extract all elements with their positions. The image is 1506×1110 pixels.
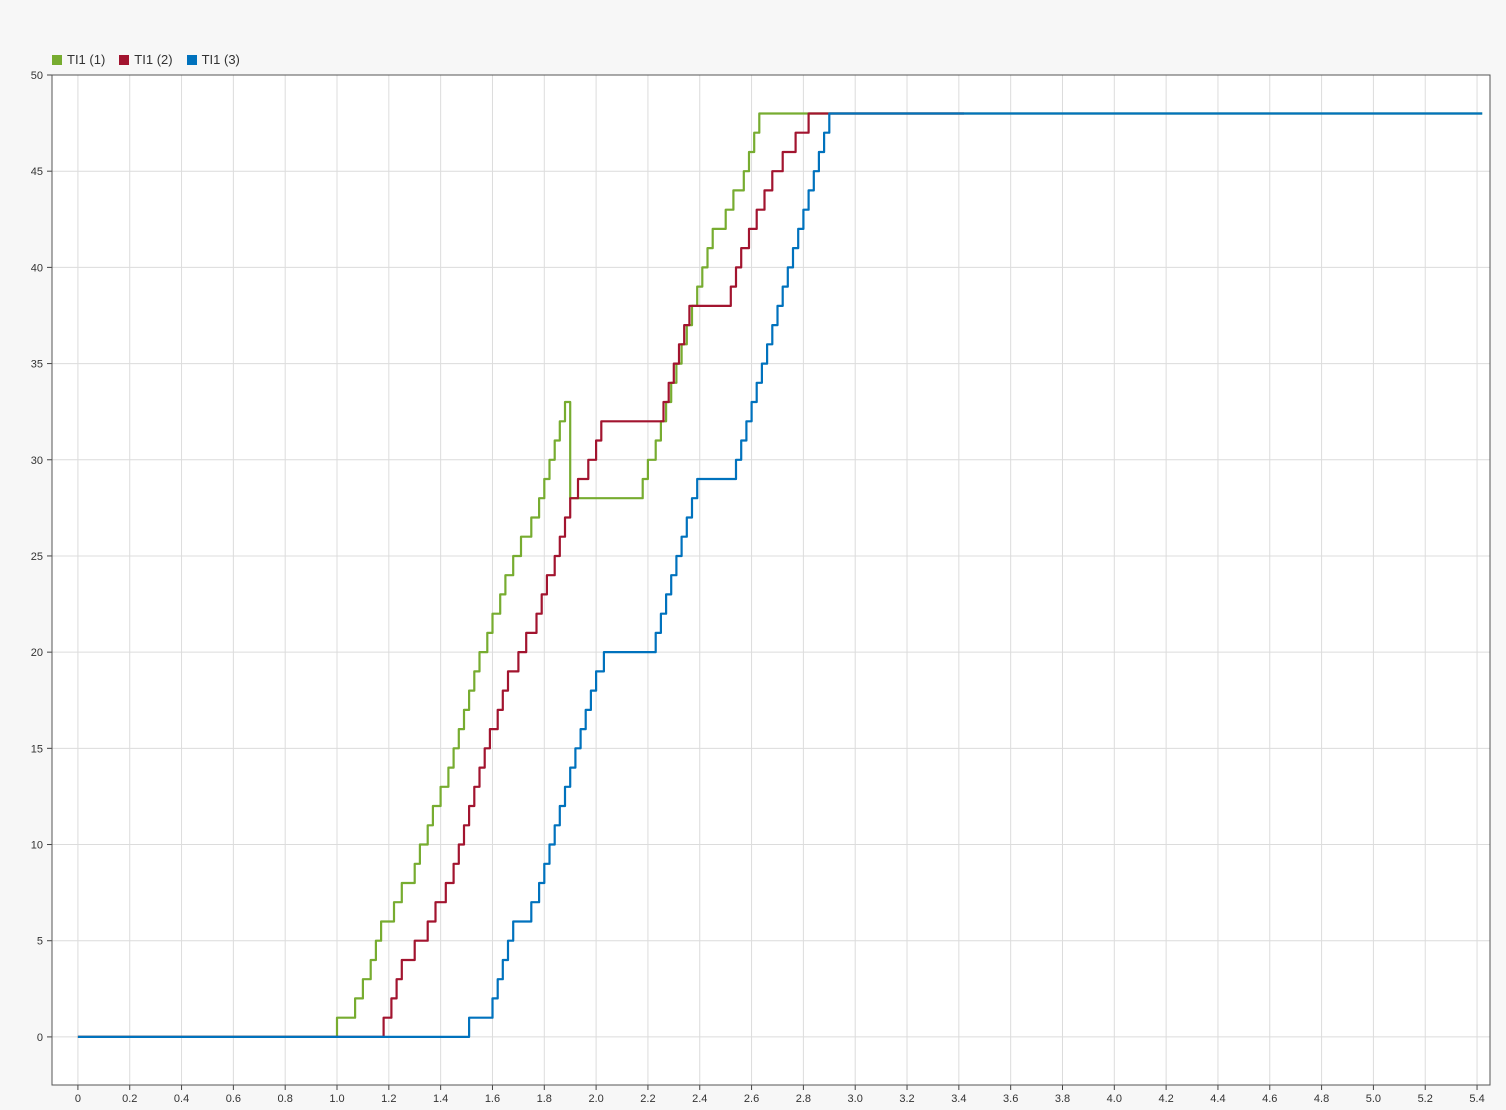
x-tick-label: 2.8 [796, 1093, 811, 1105]
x-tick-label: 1.8 [537, 1093, 552, 1105]
x-tick-label: 1.4 [433, 1093, 448, 1105]
x-tick-label: 5.0 [1366, 1093, 1381, 1105]
series-line-2 [77, 112, 964, 1038]
x-tick-label: 2.2 [640, 1093, 655, 1105]
x-tick-label: 4.2 [1158, 1093, 1173, 1105]
y-tick-label: 35 [31, 359, 43, 371]
legend-label: TI1 (1) [67, 52, 106, 67]
plot-area [52, 75, 1490, 1085]
x-tick-label: 0.8 [278, 1093, 293, 1105]
x-tick-label: 0.6 [226, 1093, 241, 1105]
x-tick-label: 4.4 [1210, 1093, 1225, 1105]
series-line-1 [77, 112, 1483, 1038]
x-tick-label: 1.0 [329, 1093, 344, 1105]
x-tick-label: 0.2 [122, 1093, 137, 1105]
legend-swatch [119, 54, 130, 65]
x-tick-label: 4.6 [1262, 1093, 1277, 1105]
y-tick-label: 0 [37, 1032, 43, 1044]
x-tick-label: 0 [75, 1093, 81, 1105]
x-tick-label: 3.6 [1003, 1093, 1018, 1105]
legend-swatch [52, 54, 62, 65]
y-tick-label: 10 [31, 840, 43, 852]
x-tick-label: 5.4 [1469, 1093, 1484, 1105]
x-tick-label: 4.0 [1107, 1093, 1122, 1105]
legend-label: TI1 (2) [134, 52, 173, 67]
plot-frame [51, 74, 1491, 1086]
x-tick-label: 3.4 [951, 1093, 966, 1105]
y-tick-label: 25 [31, 551, 43, 563]
y-tick-label: 45 [31, 166, 43, 178]
y-tick-label: 15 [31, 743, 43, 755]
y-tick-label: 20 [31, 647, 43, 659]
x-tick-label: 1.6 [485, 1093, 500, 1105]
legend: TI1 (1) TI1 (2) TI1 (3) [52, 52, 240, 67]
y-tick-label: 40 [31, 262, 43, 274]
legend-item-3[interactable]: TI1 (3) [186, 52, 240, 67]
y-tick-label: 50 [31, 70, 43, 82]
x-tick-label: 2.0 [588, 1093, 603, 1105]
x-tick-label: 3.0 [848, 1093, 863, 1105]
legend-label: TI1 (3) [201, 52, 240, 67]
x-tick-label: 3.8 [1055, 1093, 1070, 1105]
legend-swatch [186, 54, 197, 65]
x-tick-label: 5.2 [1418, 1093, 1433, 1105]
y-tick-label: 30 [31, 455, 43, 467]
x-tick-label: 0.4 [174, 1093, 189, 1105]
legend-item-2[interactable]: TI1 (2) [119, 52, 173, 67]
x-tick-label: 3.2 [899, 1093, 914, 1105]
x-tick-label: 4.8 [1314, 1093, 1329, 1105]
series-line-3 [77, 112, 1483, 1038]
legend-item-1[interactable]: TI1 (1) [52, 52, 105, 67]
x-tick-label: 2.6 [744, 1093, 759, 1105]
x-tick-label: 1.2 [381, 1093, 396, 1105]
y-tick-label: 5 [37, 936, 43, 948]
x-tick-label: 2.4 [692, 1093, 707, 1105]
